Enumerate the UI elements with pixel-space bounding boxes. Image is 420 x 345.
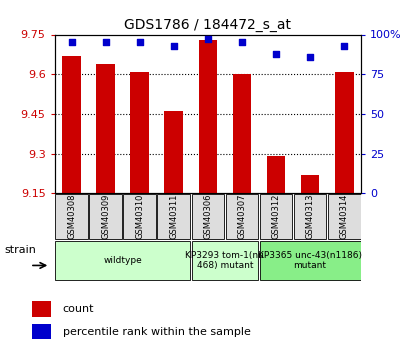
Bar bbox=[199, 40, 217, 193]
Text: GSM40307: GSM40307 bbox=[237, 194, 247, 239]
Bar bbox=[130, 71, 149, 193]
Bar bbox=[32, 301, 51, 317]
Bar bbox=[301, 175, 320, 193]
FancyBboxPatch shape bbox=[328, 194, 360, 239]
Text: strain: strain bbox=[4, 245, 36, 255]
Text: percentile rank within the sample: percentile rank within the sample bbox=[63, 327, 250, 337]
Point bbox=[205, 37, 211, 42]
Text: GSM40306: GSM40306 bbox=[203, 194, 213, 239]
FancyBboxPatch shape bbox=[192, 240, 258, 280]
Point bbox=[307, 54, 313, 59]
Text: GSM40309: GSM40309 bbox=[101, 194, 110, 239]
FancyBboxPatch shape bbox=[55, 194, 88, 239]
Bar bbox=[96, 63, 115, 193]
Text: GSM40311: GSM40311 bbox=[169, 194, 178, 239]
Point bbox=[68, 40, 75, 45]
Bar bbox=[233, 74, 251, 193]
FancyBboxPatch shape bbox=[294, 194, 326, 239]
Text: GSM40310: GSM40310 bbox=[135, 194, 144, 239]
Text: GSM40312: GSM40312 bbox=[272, 194, 281, 239]
Point bbox=[171, 43, 177, 48]
Point bbox=[102, 40, 109, 45]
Point bbox=[136, 40, 143, 45]
Text: GSM40314: GSM40314 bbox=[340, 194, 349, 239]
Bar bbox=[32, 324, 51, 339]
Bar bbox=[62, 56, 81, 193]
Point bbox=[239, 40, 245, 45]
Text: GSM40313: GSM40313 bbox=[306, 194, 315, 239]
FancyBboxPatch shape bbox=[260, 240, 360, 280]
Point bbox=[273, 51, 279, 56]
FancyBboxPatch shape bbox=[260, 194, 292, 239]
Text: GSM40308: GSM40308 bbox=[67, 194, 76, 239]
Title: GDS1786 / 184472_s_at: GDS1786 / 184472_s_at bbox=[124, 18, 291, 32]
Text: KP3293 tom-1(nu
468) mutant: KP3293 tom-1(nu 468) mutant bbox=[186, 251, 264, 270]
FancyBboxPatch shape bbox=[89, 194, 122, 239]
Bar bbox=[165, 111, 183, 193]
Text: wildtype: wildtype bbox=[103, 256, 142, 265]
Text: count: count bbox=[63, 304, 94, 314]
FancyBboxPatch shape bbox=[158, 194, 190, 239]
FancyBboxPatch shape bbox=[226, 194, 258, 239]
Point bbox=[341, 43, 347, 48]
Text: KP3365 unc-43(n1186)
mutant: KP3365 unc-43(n1186) mutant bbox=[258, 251, 362, 270]
FancyBboxPatch shape bbox=[192, 194, 224, 239]
FancyBboxPatch shape bbox=[55, 240, 190, 280]
Bar bbox=[267, 156, 286, 193]
Bar bbox=[335, 71, 354, 193]
FancyBboxPatch shape bbox=[123, 194, 156, 239]
